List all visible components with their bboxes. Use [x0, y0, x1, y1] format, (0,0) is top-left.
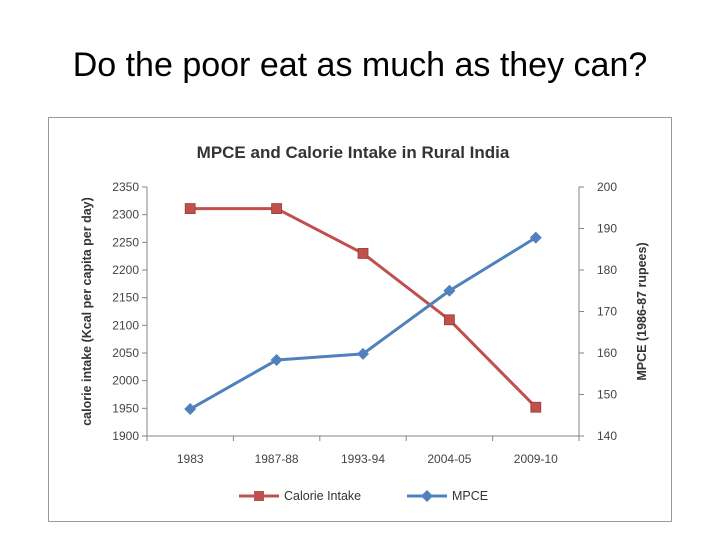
- right-tick-label: 160: [597, 346, 617, 360]
- x-tick-label: 1993-94: [341, 452, 385, 466]
- left-tick-label: 2200: [112, 263, 139, 277]
- data-point-square: [530, 401, 542, 413]
- x-tick-label: 1983: [177, 452, 204, 466]
- y-left-axis-title: calorie intake (Kcal per capita per day): [80, 197, 94, 426]
- right-tick-label: 140: [597, 429, 617, 443]
- left-tick-label: 1950: [112, 401, 139, 415]
- right-tick-label: 180: [597, 263, 617, 277]
- chart-title: MPCE and Calorie Intake in Rural India: [197, 143, 510, 162]
- left-tick-label: 2150: [112, 291, 139, 305]
- left-tick-label: 2350: [112, 180, 139, 194]
- data-point-diamond: [443, 284, 456, 297]
- y-right-axis-title: MPCE (1986-87 rupees): [635, 242, 649, 380]
- legend-marker-square: [254, 491, 264, 501]
- legend-marker-diamond: [421, 490, 433, 502]
- left-tick-label: 2250: [112, 235, 139, 249]
- chart-frame: MPCE and Calorie Intake in Rural India 1…: [48, 117, 672, 522]
- data-point-diamond: [184, 403, 197, 416]
- left-tick-label: 2050: [112, 346, 139, 360]
- data-point-square: [271, 203, 283, 214]
- data-point-square: [184, 203, 196, 214]
- right-tick-label: 150: [597, 388, 617, 402]
- x-tick-label: 1987-88: [255, 452, 299, 466]
- legend-label: Calorie Intake: [284, 489, 361, 503]
- right-tick-label: 170: [597, 305, 617, 319]
- data-point-square: [357, 247, 369, 259]
- left-tick-label: 2100: [112, 318, 139, 332]
- left-tick-label: 2300: [112, 208, 139, 222]
- series-line-calorie-intake: [190, 207, 537, 409]
- data-point-diamond: [270, 354, 283, 367]
- legend-label: MPCE: [452, 489, 488, 503]
- x-tick-label: 2009-10: [514, 452, 558, 466]
- right-tick-label: 190: [597, 222, 617, 236]
- series-line-mpce: [189, 236, 537, 411]
- data-point-diamond: [529, 231, 542, 244]
- x-tick-label: 2004-05: [427, 452, 471, 466]
- line-chart: MPCE and Calorie Intake in Rural India 1…: [80, 143, 649, 503]
- right-tick-label: 200: [597, 180, 617, 194]
- plot-area: 1900 1950 2000 2050 2100 2150 2200 2250 2300 2350…: [80, 180, 649, 466]
- left-tick-label: 1900: [112, 429, 139, 443]
- left-tick-label: 2000: [112, 374, 139, 388]
- data-point-square: [443, 314, 455, 326]
- legend: Calorie Intake MPCE: [239, 489, 488, 503]
- slide-title: Do the poor eat as much as they can?: [72, 46, 648, 84]
- data-point-diamond: [357, 347, 369, 360]
